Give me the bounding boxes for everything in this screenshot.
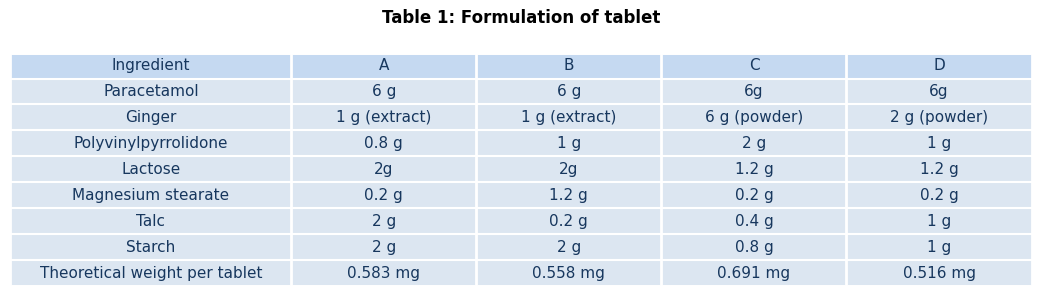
Text: 1.2 g: 1.2 g xyxy=(735,162,773,177)
Text: 0.516 mg: 0.516 mg xyxy=(902,266,975,281)
Text: 0.4 g: 0.4 g xyxy=(735,214,773,229)
Text: Lactose: Lactose xyxy=(121,162,180,177)
Bar xyxy=(10,260,1032,286)
Bar xyxy=(10,182,1032,208)
Text: 2g: 2g xyxy=(374,162,394,177)
Text: 0.8 g: 0.8 g xyxy=(365,136,403,151)
Text: 0.2 g: 0.2 g xyxy=(735,188,773,203)
Text: 2 g (powder): 2 g (powder) xyxy=(890,110,988,125)
Text: 6 g (powder): 6 g (powder) xyxy=(704,110,803,125)
Text: 2 g: 2 g xyxy=(372,240,396,255)
Text: Ingredient: Ingredient xyxy=(111,58,190,73)
Text: 6g: 6g xyxy=(744,84,764,99)
Text: 2 g: 2 g xyxy=(372,214,396,229)
Text: 6g: 6g xyxy=(929,84,949,99)
Text: C: C xyxy=(748,58,760,73)
Text: 2g: 2g xyxy=(560,162,578,177)
Text: Magnesium stearate: Magnesium stearate xyxy=(72,188,229,203)
Text: 1 g (extract): 1 g (extract) xyxy=(521,110,617,125)
Text: 1.2 g: 1.2 g xyxy=(920,162,959,177)
Text: 6 g: 6 g xyxy=(556,84,581,99)
Text: 0.583 mg: 0.583 mg xyxy=(347,266,420,281)
Text: Table 1: Formulation of tablet: Table 1: Formulation of tablet xyxy=(381,9,661,27)
Text: 1 g: 1 g xyxy=(556,136,581,151)
Text: 1.2 g: 1.2 g xyxy=(549,188,589,203)
Bar xyxy=(10,131,1032,157)
Text: 0.2 g: 0.2 g xyxy=(920,188,959,203)
Text: 1 g (extract): 1 g (extract) xyxy=(337,110,431,125)
Text: Paracetamol: Paracetamol xyxy=(103,84,199,99)
Text: B: B xyxy=(564,58,574,73)
Bar xyxy=(10,105,1032,131)
Text: 6 g: 6 g xyxy=(372,84,396,99)
Text: 2 g: 2 g xyxy=(556,240,581,255)
Text: Starch: Starch xyxy=(126,240,175,255)
Text: Polyvinylpyrrolidone: Polyvinylpyrrolidone xyxy=(74,136,228,151)
Text: Theoretical weight per tablet: Theoretical weight per tablet xyxy=(40,266,263,281)
Bar xyxy=(10,79,1032,105)
Text: 1 g: 1 g xyxy=(927,214,951,229)
Text: 1 g: 1 g xyxy=(927,136,951,151)
Text: 0.8 g: 0.8 g xyxy=(735,240,773,255)
Bar xyxy=(10,208,1032,234)
Text: Ginger: Ginger xyxy=(125,110,176,125)
Text: A: A xyxy=(378,58,389,73)
Text: 0.558 mg: 0.558 mg xyxy=(532,266,605,281)
Text: 0.2 g: 0.2 g xyxy=(549,214,589,229)
Text: 1 g: 1 g xyxy=(927,240,951,255)
Text: 2 g: 2 g xyxy=(742,136,766,151)
Text: Talc: Talc xyxy=(137,214,166,229)
Bar xyxy=(10,157,1032,182)
Text: 0.691 mg: 0.691 mg xyxy=(717,266,791,281)
Text: D: D xyxy=(934,58,945,73)
Bar xyxy=(10,53,1032,79)
Bar xyxy=(10,234,1032,260)
Text: 0.2 g: 0.2 g xyxy=(365,188,403,203)
